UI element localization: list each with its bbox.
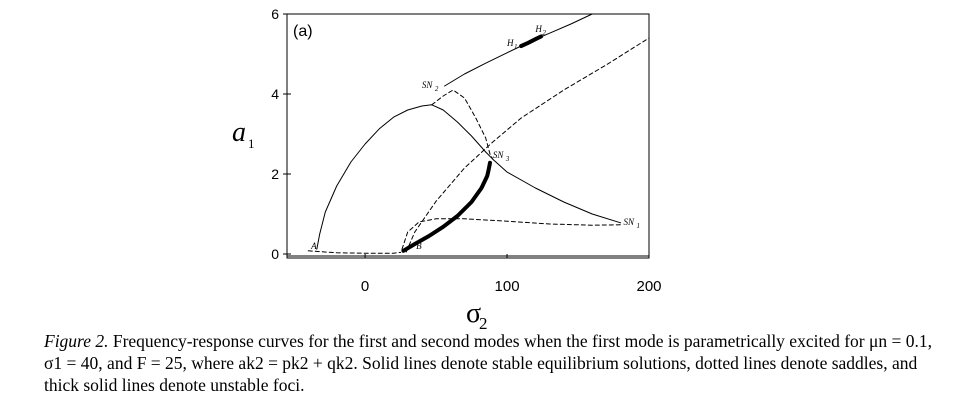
annotation-subscript: 3 [505, 155, 510, 163]
labels-layer: (a)σ2a 1A BSN 1SN 2SN 3H 1H 2 [232, 23, 640, 333]
series-dashed-1 [431, 89, 494, 160]
series-solid-0 [316, 104, 622, 250]
plot-frame [286, 13, 650, 259]
figure-caption: Figure 2. Frequency-response curves for … [44, 330, 944, 396]
x-tick-label: 0 [361, 278, 369, 295]
caption-text: Frequency-response curves for the first … [44, 331, 932, 395]
y-axis-label: a [232, 117, 246, 148]
series-dashed-7 [401, 218, 622, 250]
series-thick-5 [401, 160, 492, 253]
annotation-subscript: 1 [636, 222, 640, 230]
annotation-h2: H [534, 24, 542, 34]
x-axis-label: σ [466, 298, 481, 329]
panel-label: (a) [293, 23, 313, 40]
annotation-h1: H [506, 38, 514, 48]
y-axis-label-subscript: 1 [248, 136, 255, 151]
y-tick-label: 0 [271, 246, 279, 262]
series-dashed-4 [307, 250, 402, 254]
axes-layer: 0 100 200 0 2 4 6 [271, 6, 661, 295]
annotation-a: A [310, 241, 317, 251]
curves-layer [286, 13, 650, 257]
series-thick-3 [519, 34, 544, 48]
annotation-b: B [416, 241, 422, 251]
annotation-subscript: 2 [542, 29, 546, 37]
caption-lead: Figure 2. [44, 331, 109, 351]
x-axis-label-subscript: 2 [479, 314, 488, 333]
x-tick-label: 100 [495, 278, 520, 295]
y-tick-label: 2 [271, 166, 279, 182]
x-tick-label: 200 [636, 278, 661, 295]
series-solid-2 [444, 13, 650, 87]
annotation-subscript: 1 [514, 43, 518, 51]
y-tick-label: 4 [271, 86, 279, 102]
annotation-sn2: SN [422, 80, 434, 90]
annotation-sn1: SN [623, 217, 635, 227]
annotation-subscript: 2 [435, 85, 439, 93]
series-dashed-6 [405, 37, 650, 253]
annotation-sn3: SN [493, 150, 505, 160]
y-tick-label: 6 [271, 6, 279, 22]
